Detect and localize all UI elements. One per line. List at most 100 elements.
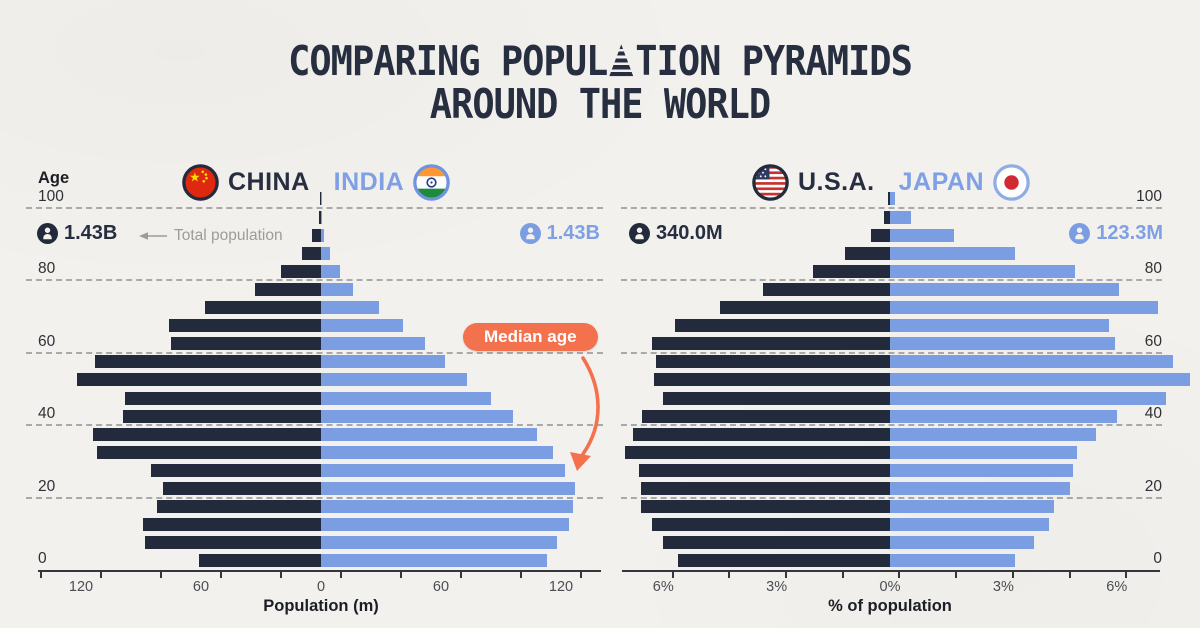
page-title: COMPARING POPUL TION PYRAMIDS AROUND THE … (0, 40, 1200, 126)
bar-china-80-84 (281, 264, 321, 278)
grid-line-age-80-usa-japan (621, 279, 1162, 282)
bar-usa-50-54 (653, 373, 890, 387)
bar-usa-95-99 (884, 210, 890, 224)
bar-japan-75-79 (890, 282, 1119, 296)
bar-india-25-29 (321, 463, 565, 477)
age-axis-title: Age (38, 169, 70, 187)
bar-usa-60-64 (651, 337, 890, 351)
x-tick-label-china-india-3: 60 (432, 579, 450, 595)
bar-india-80-84 (321, 264, 340, 278)
bar-usa-15-19 (640, 500, 890, 514)
x-axis-china-india (38, 570, 601, 572)
x-axis-title-usa-japan: % of population (828, 597, 952, 615)
age-tick-label-40-china-india: 40 (38, 405, 56, 423)
x-tick-label-china-india-2: 0 (316, 579, 326, 595)
pyramid-glyph-icon (609, 44, 634, 77)
bar-india-15-19 (321, 500, 573, 514)
bar-japan-55-59 (890, 355, 1174, 369)
india-total-population: 1.43B (519, 222, 600, 245)
bar-india-45-49 (321, 391, 491, 405)
title-line-1: COMPARING POPUL TION PYRAMIDS (288, 37, 913, 86)
bar-india-50-54 (321, 373, 467, 387)
bar-india-95-99 (321, 210, 322, 224)
bar-usa-80-84 (812, 264, 890, 278)
bar-usa-40-44 (642, 409, 890, 423)
age-tick-label-0-usa-japan: 0 (1153, 550, 1162, 567)
x-tick-usa-japan (1011, 570, 1014, 578)
x-tick-usa-japan (898, 570, 901, 578)
bar-usa-55-59 (655, 355, 890, 369)
bar-china-20-24 (163, 482, 321, 496)
bar-china-35-39 (93, 427, 321, 441)
bar-china-15-19 (157, 500, 321, 514)
bar-india-40-44 (321, 409, 513, 423)
x-tick-china-india (400, 570, 402, 578)
bar-japan-60-64 (890, 337, 1115, 351)
bar-india-30-34 (321, 445, 553, 459)
bar-india-65-69 (321, 319, 403, 333)
bar-china-85-89 (302, 246, 321, 260)
china-flag-icon (182, 164, 219, 201)
bar-china-10-14 (143, 518, 321, 532)
x-tick-usa-japan (671, 570, 674, 578)
bar-usa-35-39 (633, 427, 890, 441)
total-population-annotation: Total population (138, 227, 283, 245)
x-tick-usa-japan (841, 570, 844, 578)
bar-usa-30-34 (625, 445, 890, 459)
x-tick-label-usa-japan-1: 3% (766, 579, 788, 595)
x-tick-china-india (340, 570, 342, 578)
grid-line-age-60-china-india (26, 351, 603, 354)
age-tick-label-100-china-india: 100 (38, 188, 64, 205)
x-tick-label-usa-japan-0: 6% (652, 579, 674, 595)
country-label-china: CHINA (228, 168, 310, 196)
person-icon (37, 223, 58, 244)
age-tick-label-80-usa-japan: 80 (1144, 260, 1162, 278)
x-tick-usa-japan (785, 570, 788, 578)
bar-usa-70-74 (719, 301, 890, 315)
bar-japan-70-74 (890, 301, 1159, 315)
x-tick-label-usa-japan-2: 0% (879, 579, 901, 595)
bar-japan-30-34 (890, 445, 1078, 459)
bar-india-60-64 (321, 337, 425, 351)
india-flag-icon (413, 164, 451, 201)
bar-china-100+ (320, 192, 321, 206)
usa-flag-icon (752, 164, 789, 201)
japan-total-population: 123.3M (1069, 222, 1163, 245)
bar-usa-90-94 (871, 228, 890, 242)
bar-india-70-74 (321, 301, 379, 315)
bar-china-50-54 (77, 373, 321, 387)
bar-japan-80-84 (890, 264, 1076, 278)
bar-china-30-34 (97, 445, 321, 459)
age-tick-label-60-usa-japan: 60 (1144, 332, 1162, 350)
bar-china-55-59 (95, 355, 321, 369)
x-tick-label-usa-japan-4: 6% (1106, 579, 1128, 595)
age-tick-label-20-usa-japan: 20 (1144, 477, 1162, 495)
bar-usa-85-89 (844, 246, 890, 260)
bar-india-85-89 (321, 246, 330, 260)
grid-line-age-40-china-india (26, 424, 603, 427)
grid-line-age-100-china-india (26, 207, 603, 209)
age-tick-label-20-china-india: 20 (38, 477, 56, 495)
bar-usa-65-69 (674, 319, 890, 333)
bar-japan-90-94 (890, 228, 955, 242)
bar-india-35-39 (321, 427, 537, 441)
bar-china-65-69 (169, 319, 321, 333)
x-tick-china-india (40, 570, 42, 578)
title-line-2: AROUND THE WORLD (429, 80, 771, 129)
x-tick-label-china-india-0: 120 (68, 579, 94, 595)
usa-total-population: 340.0M (629, 222, 723, 245)
age-tick-label-80-china-india: 80 (38, 260, 56, 278)
bar-usa-25-29 (638, 463, 890, 477)
header-china-india: CHINA INDIA (182, 164, 451, 201)
age-tick-label-100-usa-japan: 100 (1136, 188, 1162, 205)
bar-china-60-64 (171, 337, 321, 351)
bar-india-20-24 (321, 482, 575, 496)
x-tick-usa-japan (728, 570, 731, 578)
bar-japan-25-29 (890, 463, 1074, 477)
bar-usa-100+ (888, 192, 890, 206)
x-tick-china-india (100, 570, 102, 578)
country-label-japan: JAPAN (898, 168, 985, 196)
bar-japan-35-39 (890, 427, 1096, 441)
median-age-badge: Median age (463, 323, 598, 351)
grid-line-age-100-usa-japan (621, 207, 1162, 209)
